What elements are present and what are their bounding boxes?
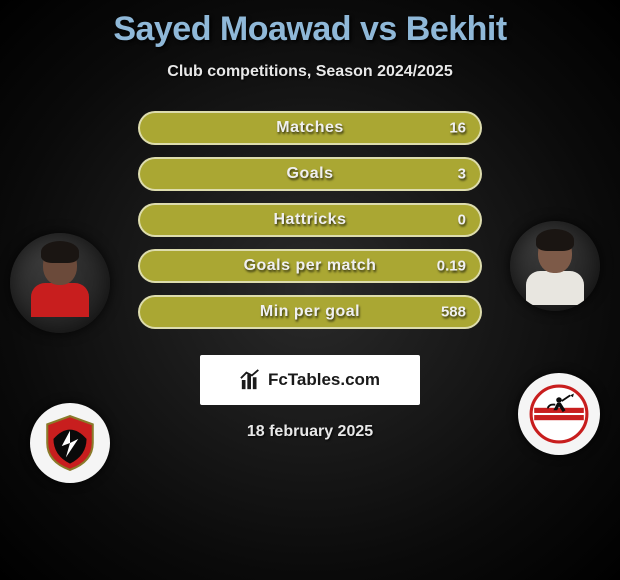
stat-label: Hattricks bbox=[274, 211, 347, 229]
stat-row-hattricks: Hattricks 0 bbox=[138, 203, 482, 237]
stat-label: Matches bbox=[276, 119, 344, 137]
stat-row-goals: Goals 3 bbox=[138, 157, 482, 191]
zamalek-crest-icon bbox=[528, 383, 590, 445]
comparison-panel: Matches 16 Goals 3 Hattricks 0 Goals per… bbox=[0, 111, 620, 331]
fctables-label: FcTables.com bbox=[268, 370, 380, 390]
stat-row-mpg: Min per goal 588 bbox=[138, 295, 482, 329]
stat-value-right: 0.19 bbox=[437, 258, 466, 275]
fctables-badge: FcTables.com bbox=[200, 355, 420, 405]
stat-value-right: 588 bbox=[441, 304, 466, 321]
club-right-crest bbox=[518, 373, 600, 455]
player-right-avatar bbox=[510, 221, 600, 311]
stat-row-gpm: Goals per match 0.19 bbox=[138, 249, 482, 283]
stat-value-right: 3 bbox=[458, 166, 466, 183]
player-right-silhouette bbox=[525, 233, 585, 311]
stat-label: Min per goal bbox=[260, 303, 360, 321]
page-subtitle: Club competitions, Season 2024/2025 bbox=[0, 63, 620, 81]
club-left-crest bbox=[30, 403, 110, 483]
stat-label: Goals per match bbox=[244, 257, 377, 275]
al-ahly-crest-icon bbox=[39, 412, 101, 474]
stat-bars: Matches 16 Goals 3 Hattricks 0 Goals per… bbox=[138, 111, 482, 341]
stat-row-matches: Matches 16 bbox=[138, 111, 482, 145]
bars-chart-icon bbox=[240, 369, 262, 391]
page-title: Sayed Moawad vs Bekhit bbox=[0, 0, 620, 49]
player-left-silhouette bbox=[30, 245, 90, 325]
stat-value-right: 0 bbox=[458, 212, 466, 229]
stat-label: Goals bbox=[287, 165, 334, 183]
stat-value-right: 16 bbox=[449, 120, 466, 137]
player-left-avatar bbox=[10, 233, 110, 333]
